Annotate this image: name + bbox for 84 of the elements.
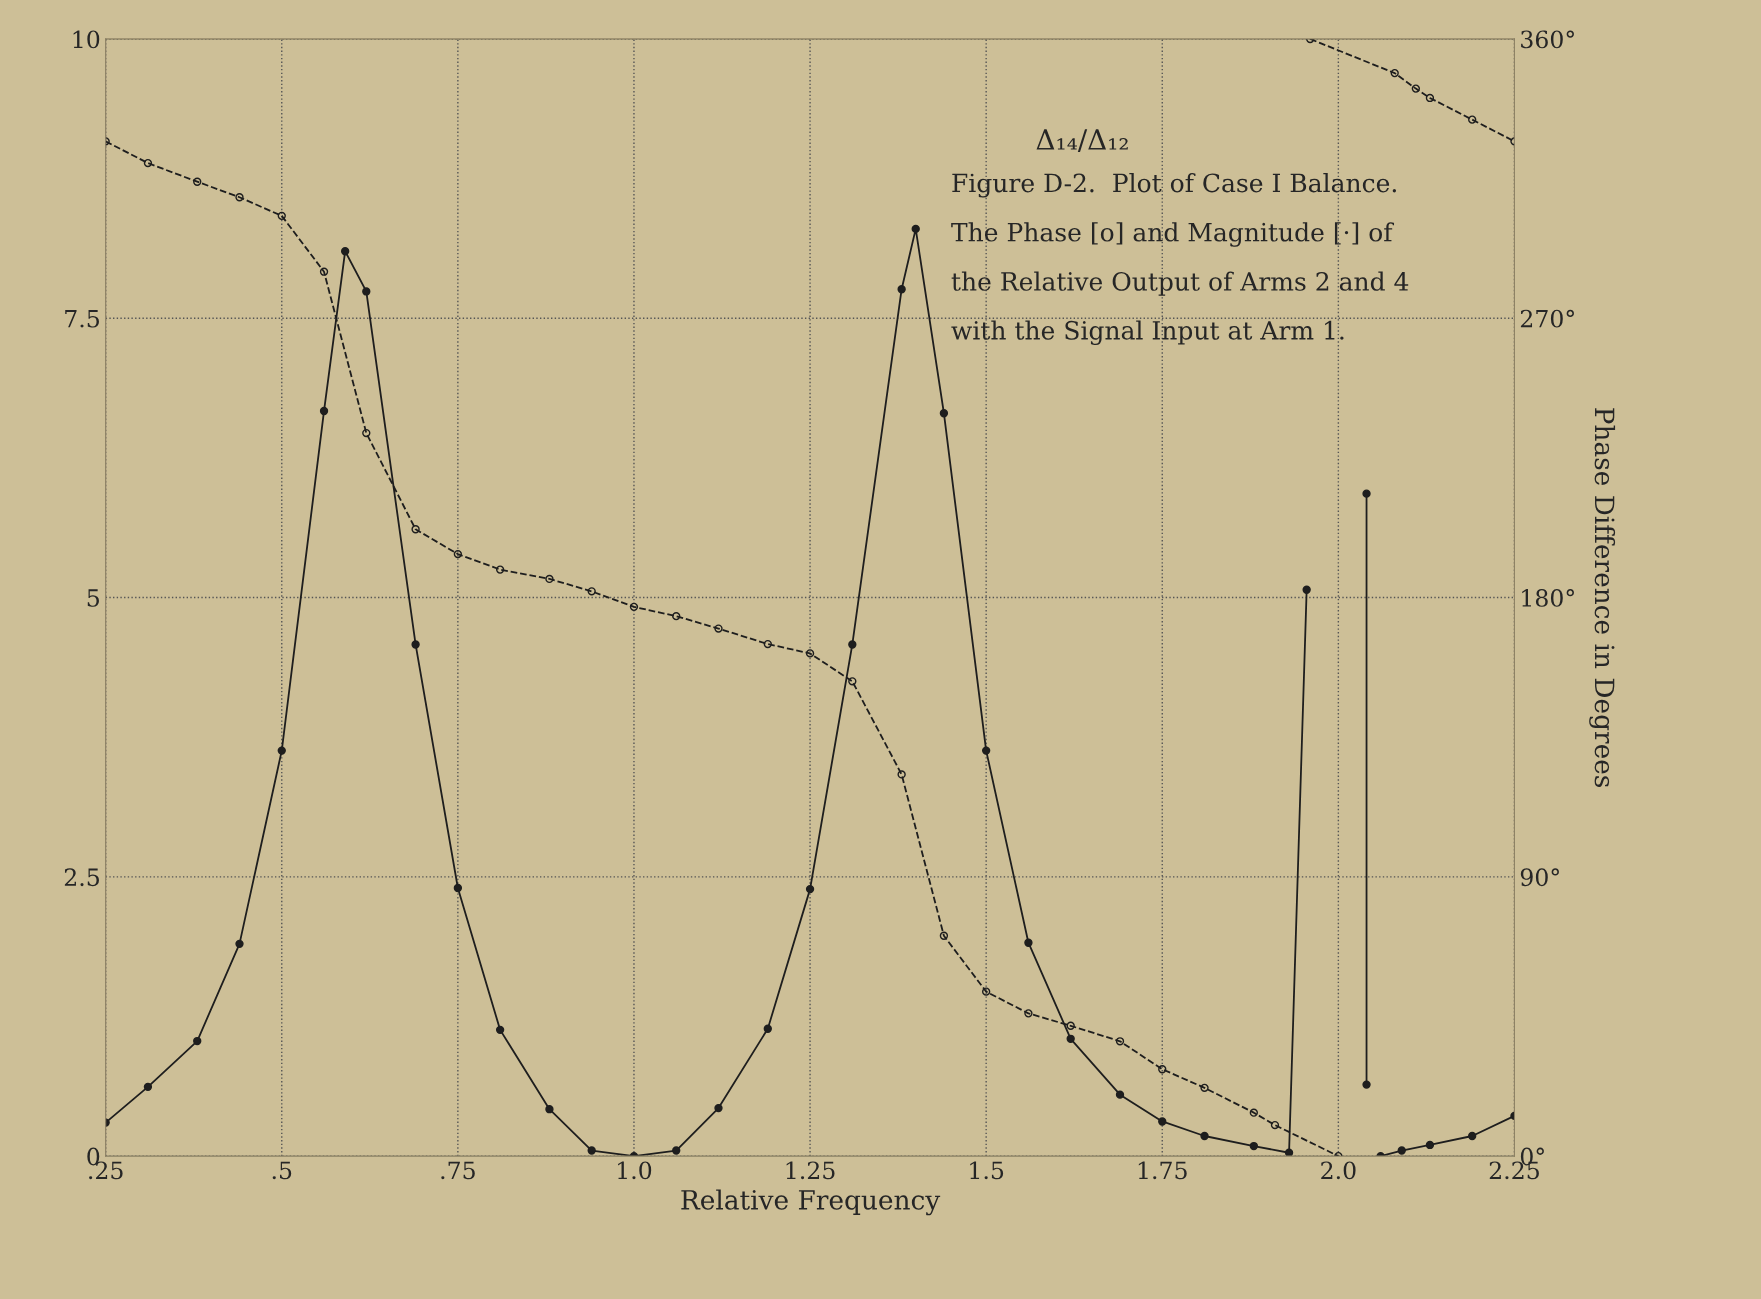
point (714, 624, 723, 633)
point (714, 1103, 723, 1113)
y-tick-label: 2.5 (64, 868, 99, 887)
point (235, 939, 244, 949)
point (1362, 489, 1371, 498)
point (763, 639, 772, 649)
point (1302, 585, 1311, 594)
point (319, 267, 329, 276)
point (340, 247, 350, 256)
point (545, 574, 554, 584)
point (277, 211, 286, 221)
point (805, 649, 815, 658)
point (453, 883, 463, 893)
point (981, 746, 991, 755)
point (939, 409, 949, 418)
point (277, 746, 286, 755)
point (1115, 1090, 1125, 1099)
y-tick-label: 10 (73, 30, 100, 49)
point (495, 1025, 505, 1035)
point (411, 640, 420, 649)
y2-tick-label: 360° (1521, 30, 1574, 49)
y2-axis-title: Phase Difference in Degrees (1589, 408, 1616, 788)
point (1024, 938, 1033, 947)
point (143, 158, 153, 168)
point (1066, 1034, 1075, 1043)
x-axis-title: Relative Frequency (681, 1189, 941, 1216)
point (1397, 1146, 1406, 1155)
point (1249, 1108, 1258, 1117)
point (235, 193, 244, 202)
point (1270, 1120, 1280, 1130)
point (911, 224, 920, 234)
point (672, 611, 681, 621)
point (1200, 1131, 1209, 1141)
x-tick-label: 2.0 (1321, 1161, 1356, 1180)
point (1468, 115, 1477, 124)
y-tick-label: 5 (87, 589, 99, 607)
point (939, 931, 949, 940)
point (545, 1105, 554, 1114)
x-tick-label: .75 (441, 1161, 475, 1180)
annotation: Figure D-2. Plot of Case I Balance. The Phase [o] and Magnitude [·] of the Relative Output of Arms 2 and 4 with the Signal Input at Arm 1. (951, 173, 1409, 345)
x-tick-label: .5 (272, 1161, 292, 1180)
x-tick-label: 1.0 (618, 1161, 652, 1180)
point (672, 1146, 681, 1155)
x-tick-label: 1.75 (1138, 1161, 1187, 1180)
y2-tick-label: 270° (1520, 309, 1574, 328)
point (848, 640, 857, 649)
point (848, 677, 857, 686)
point (495, 565, 505, 574)
x-tick-label: 1.25 (786, 1161, 835, 1180)
point (587, 587, 596, 596)
point (1425, 1140, 1435, 1150)
point (1362, 1080, 1371, 1089)
point (411, 525, 420, 534)
point (897, 770, 906, 779)
point (143, 1082, 153, 1092)
point (1284, 1148, 1294, 1157)
point (629, 602, 639, 612)
point (1024, 1009, 1033, 1018)
point (319, 406, 329, 416)
point (981, 987, 991, 996)
point (805, 884, 815, 894)
point (1425, 93, 1435, 103)
annotation: Δ₁₄/Δ₁₂ (1036, 129, 1128, 153)
point (587, 1146, 596, 1155)
point (1249, 1141, 1258, 1151)
point (1200, 1083, 1209, 1093)
point (453, 549, 463, 559)
point (1066, 1021, 1075, 1030)
point (1411, 84, 1421, 93)
point (763, 1024, 772, 1033)
y2-tick-label: 180° (1522, 588, 1574, 607)
y-tick-label: 7.5 (65, 310, 99, 328)
point (362, 428, 371, 438)
point (362, 287, 371, 296)
point (1115, 1037, 1125, 1046)
point (193, 1036, 202, 1046)
point (1158, 1117, 1167, 1126)
point (1390, 68, 1399, 78)
y2-tick-label: 90° (1520, 868, 1559, 887)
point (1158, 1065, 1167, 1074)
x-tick-label: 1.5 (970, 1161, 1004, 1180)
point (1468, 1131, 1477, 1141)
point (897, 285, 906, 294)
point (193, 177, 202, 186)
